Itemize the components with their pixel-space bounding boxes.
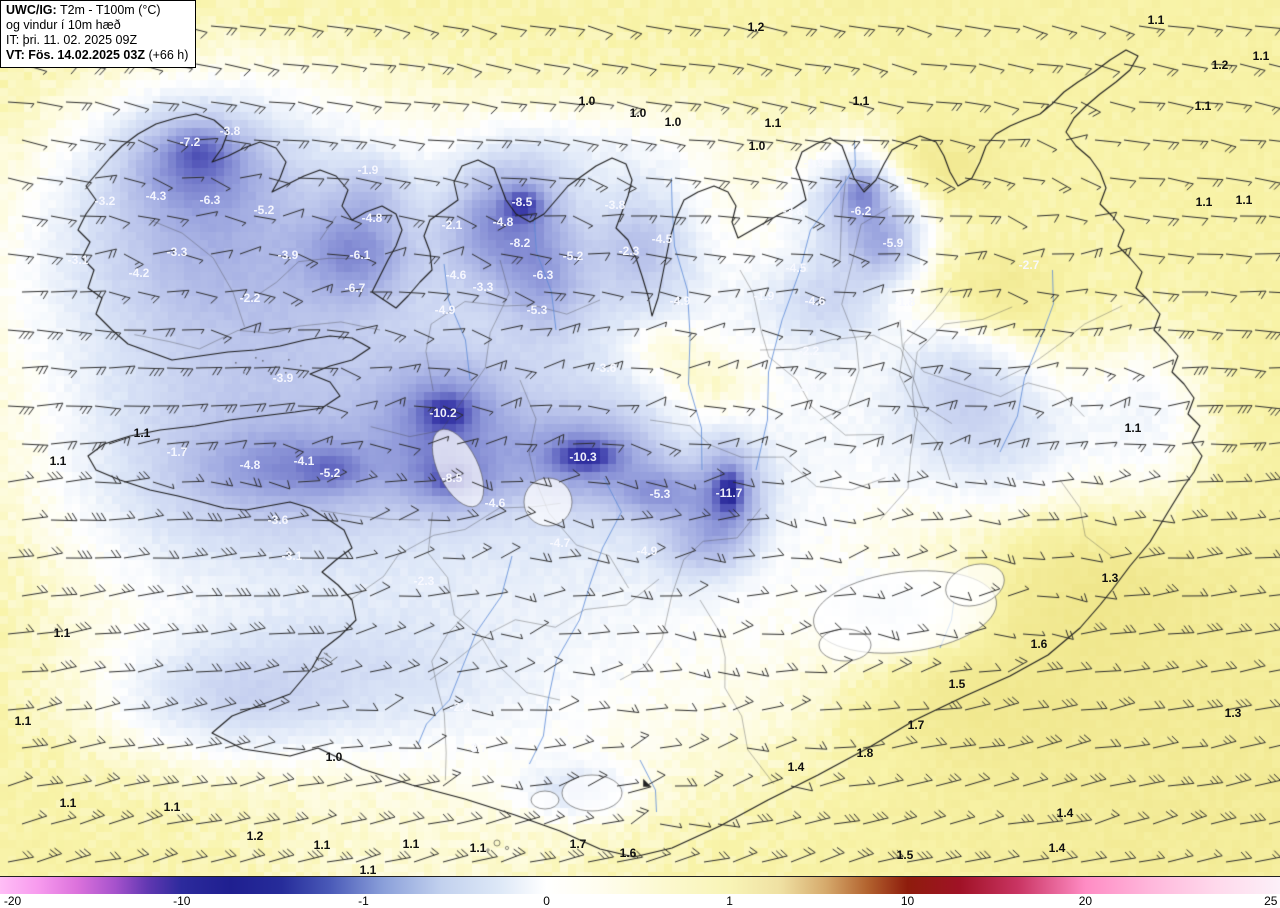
colorbar-tick: 10 xyxy=(900,894,915,908)
colorbar-tick: 20 xyxy=(1078,894,1093,908)
colorbar: -20 -10 -1 0 1 10 20 25 xyxy=(0,876,1280,908)
title-line: UWC/IG: T2m - T100m (°C) xyxy=(6,3,188,18)
wind-subtitle: og vindur í 10m hæð xyxy=(6,18,121,32)
variable-name: T2m - T100m (°C) xyxy=(59,3,161,17)
colorbar-tick: -20 xyxy=(3,894,22,908)
colorbar-tick: -1 xyxy=(358,894,369,908)
model-name: UWC/IG: xyxy=(6,3,57,17)
valid-line: VT: Fös. 14.02.2025 03Z (+66 h) xyxy=(6,48,188,63)
colorbar-tick: 0 xyxy=(543,894,550,908)
header-box: UWC/IG: T2m - T100m (°C) og vindur í 10m… xyxy=(0,0,197,68)
valid-offset: (+66 h) xyxy=(148,48,189,62)
coastline-wind-overlay-canvas xyxy=(0,0,1280,876)
colorbar-tick: 1 xyxy=(726,894,733,908)
colorbar-tick-labels: -20 -10 -1 0 1 10 20 25 xyxy=(0,894,1280,908)
colorbar-gradient xyxy=(0,876,1280,894)
colorbar-tick: 25 xyxy=(1264,894,1278,908)
map-area: 1.2 1.1 1.1 1.2 1.1 1.0 1.0 1.0 1.1 1.1 1.0 1.1 1.1 1… xyxy=(0,0,1280,877)
valid-time: VT: Fös. 14.02.2025 03Z xyxy=(6,48,145,62)
init-time: IT: þri. 11. 02. 2025 09Z xyxy=(6,33,138,47)
colorbar-tick: -10 xyxy=(173,894,191,908)
